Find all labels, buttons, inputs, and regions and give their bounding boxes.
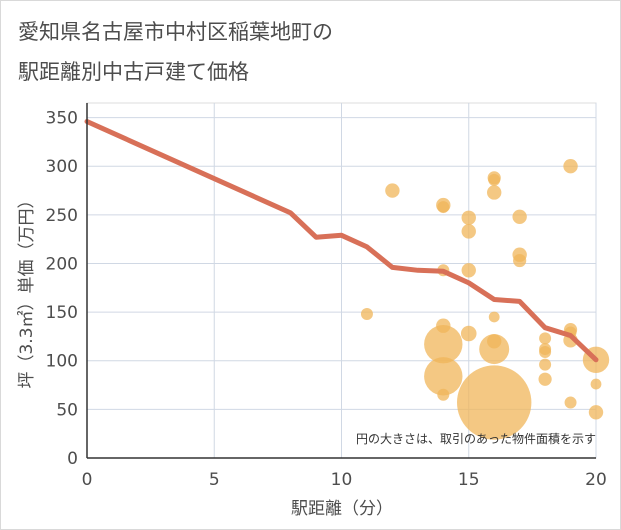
bubble-point [590,378,602,390]
y-tick-label: 350 [46,109,78,129]
bubble-point [563,159,578,174]
bubble-point [424,357,463,396]
x-tick-label: 20 [585,470,607,490]
bubble-point [385,183,400,198]
average-line-layer [84,119,599,363]
bubble-point [424,325,463,364]
bubble-point [360,308,373,321]
bubble-point [539,332,552,345]
bubble-point [460,325,477,342]
bubble-point [461,263,476,278]
y-tick-label: 0 [67,449,78,469]
bubble-point [488,311,500,323]
bubble-point [564,396,577,409]
bubble-point [437,201,450,214]
bubble-point [479,334,510,365]
y-tick-label: 150 [46,303,78,323]
bubble-point [487,185,502,200]
bubble-point [437,388,450,401]
bubble-point [539,345,552,358]
y-tick-label: 100 [46,352,78,372]
chart-title-line2: 駅距離別中古戸建て価格 [18,60,249,84]
bubble-point [512,209,527,224]
bubble-size-note: 円の大きさは、取引のあった物件面積を示す [356,431,596,446]
bubble-point [461,224,476,239]
bubble-point [539,358,552,371]
bubble-point [588,405,604,420]
x-tick-label: 5 [209,470,220,490]
x-tick-label: 10 [331,470,353,490]
x-axis-label: 駅距離（分） [291,499,393,519]
bubble-point [488,173,501,186]
y-tick-label: 250 [46,206,78,226]
chart-title-line1: 愛知県名古屋市中村区稲葉地町の [18,20,333,44]
average-price-line [84,119,599,363]
bubble-point [457,365,532,440]
y-tick-label: 50 [56,400,78,420]
y-axis-label: 坪（3.3㎡）単価（万円） [17,191,37,388]
x-tick-label: 0 [82,470,93,490]
y-tick-label: 300 [46,157,78,177]
y-tick-label: 200 [46,254,78,274]
bubble-point [461,210,476,225]
bubble-point [513,253,527,268]
bubble-point [538,372,552,386]
bubble-layer [360,159,610,440]
x-tick-label: 15 [458,470,480,490]
